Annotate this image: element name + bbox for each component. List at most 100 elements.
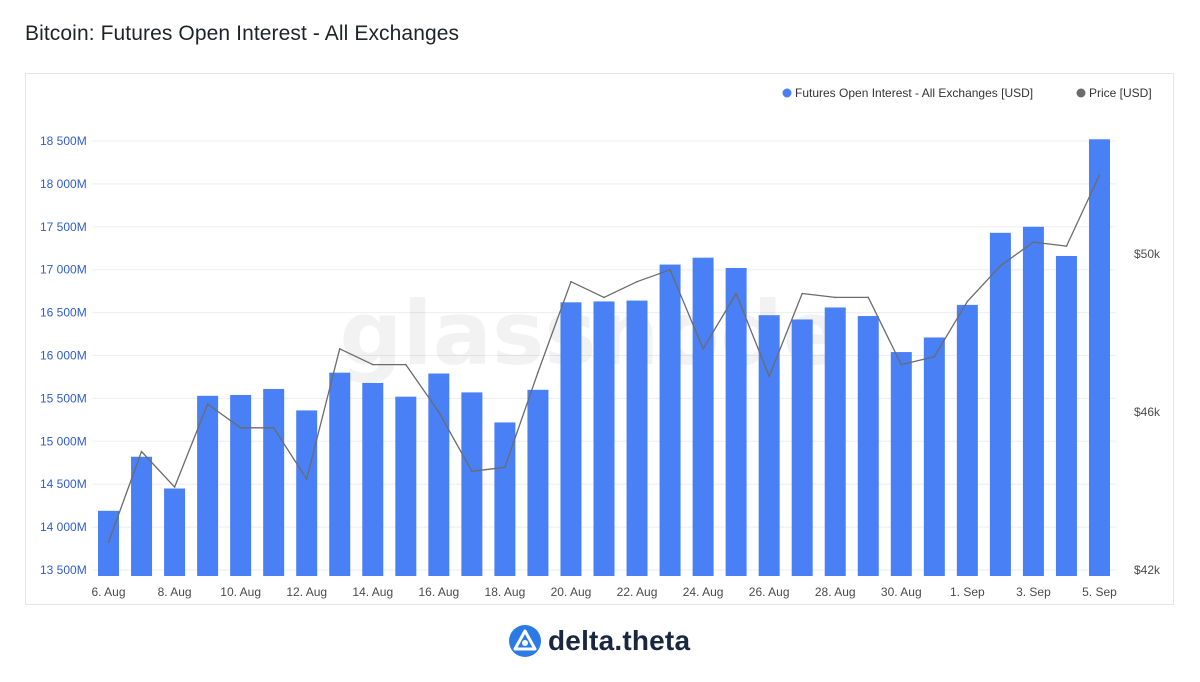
price-point [1098,174,1101,176]
y-left-tick-label: 15 500M [40,391,87,405]
oi-bar[interactable] [1055,255,1077,577]
oi-bar[interactable] [626,300,648,576]
y-right-tick-label: $50k [1134,247,1161,261]
oi-bar[interactable] [560,302,582,576]
oi-bar[interactable] [593,301,615,576]
price-point [206,403,209,405]
legend-price-marker [1076,88,1086,98]
x-tick-label: 30. Aug [881,585,922,599]
oi-bar[interactable] [395,396,417,576]
y-left-tick-label: 17 000M [40,263,87,277]
price-point [371,363,374,366]
oi-bar[interactable] [890,352,912,576]
oi-bar[interactable] [1022,226,1044,577]
price-point [239,427,242,429]
delta-theta-logo-icon [509,625,541,657]
price-point [504,466,506,469]
brand-name: delta.theta [548,625,691,656]
x-tick-label: 8. Aug [158,585,192,599]
price-point [471,470,473,473]
oi-bar[interactable] [527,389,549,576]
oi-bar[interactable] [494,422,516,576]
y-left-tick-label: 15 000M [40,434,87,448]
oi-bar[interactable] [791,319,813,576]
x-tick-label: 10. Aug [220,585,261,599]
y-left-tick-label: 16 500M [40,306,87,320]
oi-bar[interactable] [164,488,186,576]
oi-bar[interactable] [230,394,252,576]
price-point [537,371,539,374]
y-left-tick-label: 18 000M [40,177,87,191]
y-left-tick-label: 17 500M [40,220,87,234]
oi-bar[interactable] [197,395,219,576]
x-tick-label: 1. Sep [950,585,985,599]
y-axis-left: 13 500M 14 000M 14 500M 15 000M 15 500M 16 00… [40,134,87,577]
legend-price-label[interactable]: Price [USD] [1089,86,1152,100]
price-point [801,292,803,295]
price-point [999,265,1002,267]
price-line-layer [107,174,1101,544]
footer-logo: delta.theta [508,624,690,658]
price-point [900,363,903,366]
oi-bar[interactable] [131,456,153,576]
oi-bar[interactable] [725,267,747,576]
page-title: Bitcoin: Futures Open Interest - All Exc… [25,22,460,45]
price-point [570,280,572,283]
legend-bar-marker [782,88,792,98]
oi-bar[interactable] [329,372,351,576]
oi-bar[interactable] [758,315,780,576]
bars-layer [98,139,1110,577]
price-point [867,296,870,299]
x-axis: 6. Aug 8. Aug 10. Aug 12. Aug 14. Aug 16. Aug… [92,585,1118,599]
price-point [966,300,969,303]
price-point [702,348,704,350]
oi-bar[interactable] [263,388,285,576]
price-point [636,280,638,283]
x-tick-label: 22. Aug [617,585,658,599]
x-tick-label: 3. Sep [1016,585,1051,599]
x-tick-label: 14. Aug [352,585,393,599]
oi-bar[interactable] [428,373,450,576]
price-point [735,292,737,295]
y-left-tick-label: 18 500M [40,134,87,148]
oi-bar[interactable] [362,382,384,576]
price-point [107,541,110,544]
y-left-tick-label: 13 500M [40,563,87,577]
oi-bar[interactable] [857,316,879,576]
y-left-tick-label: 16 000M [40,349,87,363]
y-left-tick-label: 14 500M [40,477,87,491]
price-point [669,269,671,271]
price-point [933,355,936,358]
y-right-tick-label: $42k [1134,563,1161,577]
oi-bar[interactable] [659,264,681,576]
x-tick-label: 28. Aug [815,585,856,599]
oi-bar[interactable] [692,257,714,576]
oi-bar[interactable] [923,337,945,576]
oi-bar[interactable] [989,232,1011,576]
oi-bar[interactable] [1088,139,1110,576]
price-point [338,348,341,350]
price-point [173,486,176,488]
x-tick-label: 16. Aug [418,585,459,599]
price-point [834,296,837,299]
y-left-tick-label: 14 000M [40,520,87,534]
price-point [1065,245,1068,247]
oi-bar[interactable] [461,392,483,576]
legend: Futures Open Interest - All Exchanges [U… [782,86,1152,100]
price-point [305,478,308,480]
y-axis-right: $42k $46k $50k [1134,247,1161,577]
legend-bar-label[interactable]: Futures Open Interest - All Exchanges [U… [795,86,1033,100]
price-point [1032,241,1035,243]
x-tick-label: 20. Aug [551,585,592,599]
oi-bar[interactable] [296,410,318,576]
price-point [438,411,440,413]
price-point [603,296,605,299]
x-tick-label: 18. Aug [485,585,526,599]
oi-bar[interactable] [956,304,978,576]
price-point [768,375,770,378]
price-point [405,363,407,366]
y-right-tick-label: $46k [1134,405,1161,419]
x-tick-label: 5. Sep [1082,585,1117,599]
oi-bar[interactable] [824,307,846,576]
